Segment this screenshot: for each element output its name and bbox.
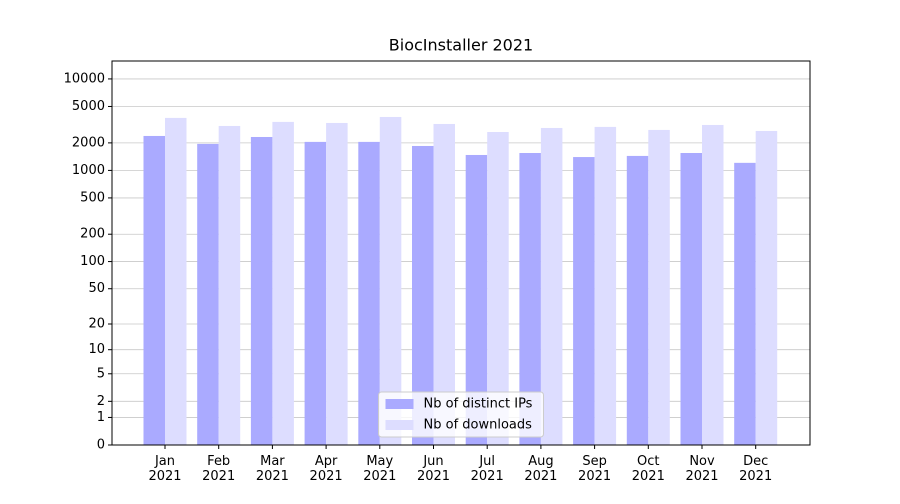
y-tick-label: 200 bbox=[80, 227, 105, 242]
bar bbox=[519, 153, 541, 445]
y-tick-label: 1000 bbox=[72, 163, 105, 178]
bar bbox=[734, 162, 756, 445]
bar bbox=[272, 121, 294, 445]
chart-title: BiocInstaller 2021 bbox=[389, 36, 533, 55]
x-tick-label: Aug 2021 bbox=[524, 454, 557, 484]
x-tick-label: Jul 2021 bbox=[471, 454, 504, 484]
y-tick-label: 1 bbox=[97, 410, 105, 425]
legend-swatch bbox=[385, 420, 414, 430]
x-tick-label: May 2021 bbox=[363, 454, 396, 484]
legend: Nb of distinct IPs Nb of downloads bbox=[378, 391, 544, 438]
y-tick-label: 100 bbox=[80, 254, 105, 269]
y-tick-label: 0 bbox=[97, 438, 105, 453]
y-tick-label: 50 bbox=[88, 281, 105, 296]
bar bbox=[358, 141, 380, 445]
bar bbox=[304, 141, 327, 445]
labels: 0 12 5 10 20 50 100 200 500 1000 2000 5000 10000 Jan 2… bbox=[64, 71, 773, 483]
y-tick-label: 20 bbox=[88, 316, 105, 331]
bar bbox=[540, 127, 563, 445]
x-tick-label: Jan 2021 bbox=[148, 454, 181, 484]
y-tick-label: 5 bbox=[97, 366, 105, 381]
legend-label: Nb of distinct IPs bbox=[424, 397, 533, 412]
bar bbox=[594, 126, 617, 445]
bar bbox=[680, 153, 702, 445]
x-tick-label: Apr 2021 bbox=[310, 454, 343, 484]
y-tick-label: 2 bbox=[97, 394, 105, 409]
y-tick-label: 2000 bbox=[72, 135, 105, 150]
bar bbox=[626, 155, 649, 445]
y-tick-label: 5000 bbox=[72, 99, 105, 114]
bar bbox=[648, 129, 670, 445]
legend-label: Nb of downloads bbox=[424, 418, 533, 433]
bar bbox=[197, 143, 219, 445]
y-tick-label: 10 bbox=[88, 342, 105, 357]
bar bbox=[412, 145, 434, 445]
bar bbox=[465, 154, 488, 445]
x-tick-label: Dec 2021 bbox=[739, 454, 772, 484]
x-tick-label: Jun 2021 bbox=[417, 454, 450, 484]
bar bbox=[573, 157, 595, 445]
bar bbox=[433, 123, 455, 446]
x-tick-label: Mar 2021 bbox=[256, 454, 289, 484]
bar bbox=[250, 136, 273, 445]
bar bbox=[165, 117, 187, 445]
y-tick-label: 500 bbox=[80, 190, 105, 205]
bar bbox=[326, 122, 348, 446]
legend-swatch bbox=[385, 399, 414, 409]
bar bbox=[755, 130, 778, 445]
axes-frame bbox=[111, 60, 811, 446]
bar bbox=[218, 125, 241, 445]
bars bbox=[143, 116, 778, 446]
y-tick-label: 10000 bbox=[64, 71, 105, 86]
x-tick-label: Feb 2021 bbox=[202, 454, 235, 484]
bar bbox=[487, 131, 509, 445]
x-tick-label: Sep 2021 bbox=[578, 454, 611, 484]
x-tick-label: Nov 2021 bbox=[685, 454, 718, 484]
bar bbox=[379, 116, 402, 446]
bar bbox=[143, 135, 165, 445]
x-tick-label: Oct 2021 bbox=[632, 454, 665, 484]
legend-box bbox=[378, 391, 544, 438]
bar bbox=[702, 124, 724, 445]
